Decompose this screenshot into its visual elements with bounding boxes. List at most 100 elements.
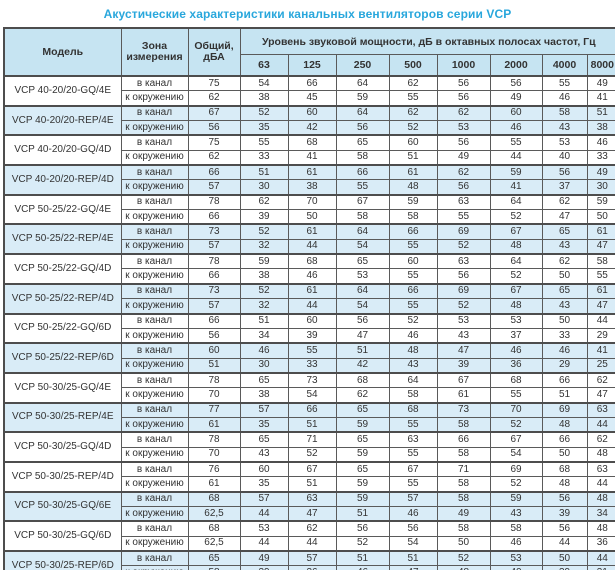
col-header-freq-2000: 2000 bbox=[489, 54, 543, 77]
level-cell: 56 bbox=[489, 75, 543, 92]
level-cell: 51 bbox=[335, 342, 390, 359]
table-row: к окружению 51 30 33 42 43 39 36 29 25 bbox=[4, 357, 615, 374]
total-dba-cell: 57 bbox=[187, 298, 241, 314]
level-cell: 61 bbox=[287, 282, 337, 300]
level-cell: 55 bbox=[541, 75, 588, 92]
total-dba-cell: 66 bbox=[187, 164, 241, 181]
total-dba-cell: 57 bbox=[187, 179, 241, 196]
level-cell: 38 bbox=[239, 268, 289, 285]
level-cell: 47 bbox=[335, 327, 390, 344]
level-cell: 52 bbox=[489, 268, 543, 285]
level-cell: 46 bbox=[489, 120, 543, 136]
zone-cell: в канал bbox=[120, 460, 189, 478]
level-cell: 69 bbox=[489, 460, 543, 478]
level-cell: 58 bbox=[436, 490, 491, 507]
level-cell: 50 bbox=[436, 535, 491, 552]
table-row: VCP 50-30/25-GQ/4E в канал 78 65 73 68 64 67 68 6… bbox=[3, 371, 615, 404]
level-cell: 39 bbox=[239, 565, 289, 570]
col-header-freq-125: 125 bbox=[287, 54, 337, 77]
level-cell: 51 bbox=[287, 416, 337, 433]
level-cell: 67 bbox=[388, 460, 438, 478]
level-cell: 49 bbox=[489, 90, 543, 107]
level-cell: 68 bbox=[287, 253, 337, 270]
level-cell: 42 bbox=[335, 357, 390, 374]
level-cell: 38 bbox=[239, 387, 289, 404]
zone-cell: к окружению bbox=[120, 535, 189, 552]
level-cell: 50 bbox=[287, 209, 337, 225]
level-cell: 30 bbox=[239, 357, 289, 374]
level-cell: 48 bbox=[586, 490, 615, 507]
level-cell: 54 bbox=[388, 535, 438, 552]
model-cell: VCP 50-30/25-GQ/6E bbox=[3, 490, 122, 522]
level-cell: 62 bbox=[541, 193, 588, 211]
level-cell: 60 bbox=[388, 134, 438, 151]
level-cell: 30 bbox=[586, 179, 615, 196]
level-cell: 61 bbox=[287, 223, 337, 240]
table-row: к окружению 62,5 44 44 52 54 50 46 44 36 bbox=[4, 535, 615, 552]
total-dba-cell: 67 bbox=[187, 104, 241, 122]
total-dba-cell: 57 bbox=[187, 238, 241, 255]
model-cell: VCP 50-25/22-GQ/4E bbox=[3, 193, 122, 225]
table-body: VCP 40-20/20-GQ/4E в канал 75 54 66 64 62 56 56 5… bbox=[3, 75, 615, 570]
model-cell: VCP 40-20/20-REP/4E bbox=[3, 104, 122, 136]
level-cell: 55 bbox=[388, 268, 438, 285]
level-cell: 68 bbox=[335, 371, 390, 389]
table-row: к окружению 56 35 42 56 52 53 46 43 38 bbox=[4, 120, 615, 136]
level-cell: 60 bbox=[239, 460, 289, 478]
zone-cell: в канал bbox=[120, 134, 189, 151]
table-row: VCP 40-20/20-REP/4E в канал 67 52 60 64 62 62 60… bbox=[3, 104, 615, 136]
level-cell: 57 bbox=[239, 401, 289, 418]
level-cell: 51 bbox=[239, 164, 289, 181]
level-cell: 56 bbox=[335, 520, 390, 537]
col-header-octave-group: Уровень звуковой мощности, дБ в октавных… bbox=[239, 27, 615, 55]
level-cell: 43 bbox=[541, 120, 588, 136]
level-cell: 46 bbox=[287, 268, 337, 285]
col-header-model: Модель bbox=[3, 27, 122, 77]
level-cell: 25 bbox=[586, 357, 615, 374]
level-cell: 48 bbox=[586, 520, 615, 537]
level-cell: 59 bbox=[335, 446, 390, 463]
level-cell: 34 bbox=[586, 505, 615, 522]
level-cell: 49 bbox=[239, 550, 289, 567]
level-cell: 62 bbox=[239, 193, 289, 211]
level-cell: 54 bbox=[239, 75, 289, 92]
level-cell: 65 bbox=[335, 134, 390, 151]
zone-cell: к окружению bbox=[120, 90, 189, 107]
level-cell: 58 bbox=[388, 387, 438, 404]
zone-cell: в канал bbox=[120, 223, 189, 240]
level-cell: 51 bbox=[239, 312, 289, 329]
level-cell: 41 bbox=[489, 179, 543, 196]
level-cell: 56 bbox=[541, 520, 588, 537]
level-cell: 66 bbox=[335, 164, 390, 181]
level-cell: 68 bbox=[489, 371, 543, 389]
level-cell: 45 bbox=[287, 90, 337, 107]
level-cell: 62 bbox=[586, 371, 615, 389]
total-dba-cell: 66 bbox=[187, 268, 241, 285]
total-dba-cell: 70 bbox=[187, 446, 241, 463]
acoustic-characteristics-table: Модель Зона измерения Общий, дБА Уровень… bbox=[3, 27, 615, 570]
level-cell: 44 bbox=[586, 416, 615, 433]
total-dba-cell: 68 bbox=[187, 490, 241, 507]
level-cell: 64 bbox=[335, 104, 390, 122]
level-cell: 58 bbox=[436, 476, 491, 493]
table-row: VCP 50-25/22-GQ/6D в канал 66 51 60 56 52 53 53 5… bbox=[3, 312, 615, 344]
zone-cell: в канал bbox=[120, 550, 189, 567]
level-cell: 48 bbox=[489, 298, 543, 314]
level-cell: 65 bbox=[541, 282, 588, 300]
level-cell: 58 bbox=[335, 209, 390, 225]
level-cell: 35 bbox=[239, 120, 289, 136]
level-cell: 47 bbox=[287, 505, 337, 522]
table-row: VCP 50-25/22-REP/6D в канал 60 46 55 51 48 47 46… bbox=[3, 342, 615, 374]
level-cell: 52 bbox=[489, 416, 543, 433]
level-cell: 63 bbox=[586, 460, 615, 478]
total-dba-cell: 70 bbox=[187, 387, 241, 404]
zone-cell: в канал bbox=[120, 520, 189, 537]
level-cell: 44 bbox=[489, 149, 543, 166]
level-cell: 49 bbox=[586, 164, 615, 181]
table-row: VCP 50-30/25-REP/4D в канал 76 60 67 65 67 71 69… bbox=[3, 460, 615, 493]
zone-cell: к окружению bbox=[120, 209, 189, 225]
table-row: к окружению 57 32 44 54 55 52 48 43 47 bbox=[4, 298, 615, 314]
level-cell: 54 bbox=[335, 298, 390, 314]
level-cell: 61 bbox=[388, 164, 438, 181]
zone-cell: в канал bbox=[120, 371, 189, 389]
